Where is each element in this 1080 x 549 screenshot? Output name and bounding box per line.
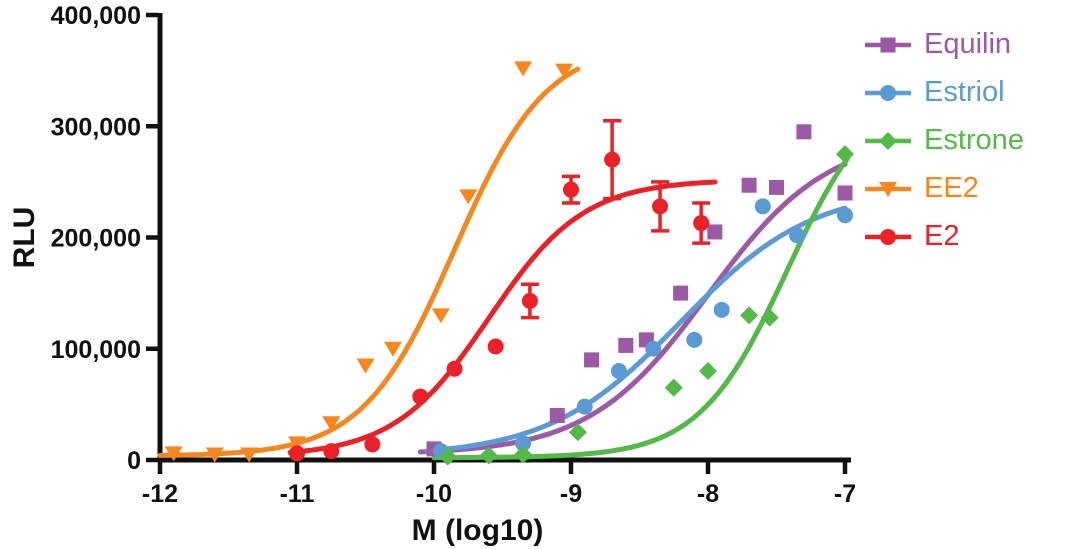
square-marker bbox=[741, 177, 757, 193]
triangle-down-marker bbox=[164, 446, 183, 462]
square-marker bbox=[837, 185, 853, 201]
x-axis-title: M (log10) bbox=[412, 514, 544, 547]
triangle-down-marker bbox=[555, 63, 574, 79]
legend-item-equilin: Equilin bbox=[862, 28, 1024, 61]
legend-item-estrone: Estrone bbox=[862, 124, 1024, 157]
circle-marker bbox=[487, 338, 504, 355]
square-marker bbox=[618, 337, 634, 353]
legend-marker-circle-icon bbox=[865, 228, 911, 245]
triangle-down-marker bbox=[514, 61, 533, 77]
circle-marker bbox=[713, 301, 730, 318]
legend-label: Estriol bbox=[924, 76, 1005, 108]
square-marker bbox=[707, 224, 723, 240]
diamond-marker bbox=[568, 423, 587, 442]
circle-marker bbox=[563, 181, 579, 198]
y-tick-label: 100,000 bbox=[51, 336, 141, 364]
y-tick-label: 0 bbox=[127, 447, 141, 475]
circle-marker bbox=[289, 445, 305, 462]
legend-label: Estrone bbox=[924, 124, 1024, 156]
legend-item-estriol: Estriol bbox=[862, 76, 1024, 109]
y-axis-title: RLU bbox=[8, 207, 41, 269]
diamond-marker bbox=[438, 447, 457, 466]
triangle-down-marker bbox=[205, 447, 224, 463]
triangle-down-marker bbox=[322, 416, 341, 432]
fit-curve-estriol bbox=[424, 205, 848, 454]
circle-marker bbox=[686, 331, 703, 348]
diamond-marker bbox=[479, 446, 498, 465]
legend-marker-triangle-down-icon bbox=[865, 181, 911, 197]
triangle-down-marker bbox=[383, 341, 402, 357]
x-tick-label: -7 bbox=[834, 480, 856, 508]
circle-marker bbox=[693, 215, 710, 232]
x-tick-label: -11 bbox=[280, 480, 315, 508]
circle-marker bbox=[789, 227, 806, 244]
circle-marker bbox=[576, 398, 593, 415]
y-tick-label: 300,000 bbox=[51, 113, 141, 141]
diamond-marker bbox=[699, 362, 717, 380]
circle-marker bbox=[515, 435, 532, 452]
y-tick-label: 400,000 bbox=[51, 2, 141, 30]
circle-marker bbox=[754, 198, 771, 215]
legend-label: EE2 bbox=[924, 172, 979, 204]
fit-curve-estrone bbox=[431, 155, 851, 461]
circle-marker bbox=[880, 228, 896, 245]
triangle-down-marker bbox=[459, 189, 478, 205]
legend: Equilin Estriol Estrone EE2 E2 bbox=[862, 28, 1024, 253]
circle-marker bbox=[364, 436, 381, 453]
diamond-marker bbox=[740, 306, 759, 325]
diamond-marker bbox=[664, 378, 683, 397]
circle-marker bbox=[645, 340, 662, 357]
fit-curve-ee2 bbox=[157, 66, 581, 458]
legend-item-ee2: EE2 bbox=[862, 172, 1024, 205]
triangle-down-marker bbox=[356, 358, 375, 374]
circle-marker bbox=[880, 84, 896, 101]
diamond-marker bbox=[879, 131, 897, 150]
legend-label: Equilin bbox=[924, 28, 1012, 60]
y-tick-label: 200,000 bbox=[51, 225, 141, 253]
circle-marker bbox=[604, 151, 621, 168]
square-marker bbox=[549, 408, 565, 423]
x-tick-label: -8 bbox=[697, 480, 719, 508]
circle-marker bbox=[446, 360, 463, 377]
legend-item-e2: E2 bbox=[862, 220, 1024, 253]
fit-curve-e2 bbox=[287, 179, 718, 455]
square-marker bbox=[796, 124, 812, 140]
diamond-marker bbox=[836, 145, 854, 164]
triangle-down-marker bbox=[288, 436, 306, 452]
square-marker bbox=[673, 285, 689, 301]
triangle-down-marker bbox=[431, 308, 450, 324]
legend-marker-square-icon bbox=[865, 37, 911, 52]
circle-marker bbox=[412, 388, 429, 405]
square-marker bbox=[584, 352, 600, 368]
circle-marker bbox=[323, 443, 340, 460]
x-tick-label: -10 bbox=[416, 480, 452, 508]
diamond-marker bbox=[514, 445, 533, 464]
x-tick-label: -12 bbox=[142, 480, 178, 508]
legend-marker-diamond-icon bbox=[865, 131, 911, 150]
circle-marker bbox=[837, 207, 853, 224]
diamond-marker bbox=[760, 308, 779, 327]
fit-curve-equilin bbox=[417, 161, 848, 455]
legend-marker-circle-icon bbox=[865, 84, 911, 101]
square-marker bbox=[880, 37, 896, 52]
circle-marker bbox=[521, 292, 538, 309]
circle-marker bbox=[610, 363, 627, 379]
triangle-down-marker bbox=[240, 447, 259, 463]
square-marker bbox=[769, 179, 784, 195]
legend-label: E2 bbox=[924, 220, 960, 252]
circle-marker bbox=[652, 198, 669, 215]
triangle-down-marker bbox=[879, 181, 897, 197]
x-tick-label: -9 bbox=[560, 480, 582, 508]
